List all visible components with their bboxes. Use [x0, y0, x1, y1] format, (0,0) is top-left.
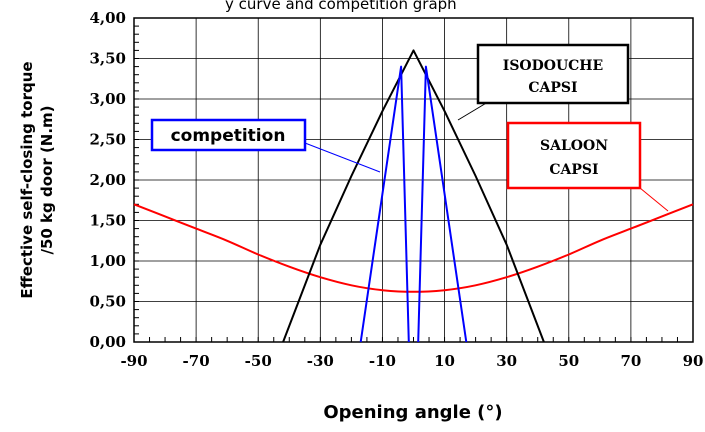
label-saloon-line-1: SALOON [540, 138, 608, 154]
x-tick-label: -70 [183, 352, 210, 370]
x-tick-label: 70 [620, 352, 641, 370]
y-tick-labels: 0,00 0,50 1,00 1,50 2,00 2,50 3,00 3,50 4,00 [89, 9, 126, 351]
y-tick-label: 3,00 [89, 90, 126, 108]
leader-competition [304, 142, 381, 173]
header-text: y curve and competition graph [225, 0, 457, 13]
y-tick-label: 0,50 [89, 293, 126, 311]
x-tick-label: 50 [558, 352, 579, 370]
leader-saloon [639, 187, 669, 212]
x-tick-label: 90 [683, 352, 704, 370]
plot-frame [133, 17, 694, 343]
y-axis-title: Effective self-closing torque /50 kg doo… [18, 61, 56, 298]
x-tick-label: -90 [120, 352, 147, 370]
label-saloon: SALOON CAPSI [506, 121, 669, 212]
x-tick-label: -30 [307, 352, 334, 370]
series-isodouche-capsi-line [282, 49, 545, 343]
y-tick-label: 0,00 [89, 333, 126, 351]
series-saloon-capsi-line [133, 203, 694, 293]
y-tick-label: 2,50 [89, 131, 126, 149]
box-isodouche [476, 43, 630, 105]
label-competition: competition [150, 118, 381, 173]
label-saloon-line-2: CAPSI [549, 162, 598, 178]
y-tick-label: 1,00 [89, 252, 126, 270]
x-tick-label: -10 [369, 352, 396, 370]
y-axis-title-line-1: Effective self-closing torque [18, 61, 36, 298]
label-competition-line-1: competition [171, 126, 286, 146]
label-isodouche-line-2: CAPSI [528, 80, 577, 96]
x-axis-title: Opening angle (°) [323, 402, 502, 423]
series-layer [133, 49, 694, 343]
x-tick-label: 10 [434, 352, 455, 370]
box-competition [150, 118, 307, 152]
y-tick-label: 1,50 [89, 212, 126, 230]
label-isodouche: ISODOUCHE CAPSI [457, 43, 630, 121]
y-tick-label: 3,50 [89, 50, 126, 68]
x-tick-label: -50 [245, 352, 272, 370]
leader-isodouche [457, 101, 489, 121]
y-tick-label: 4,00 [89, 9, 126, 27]
x-tick-labels: -90 -70 -50 -30 -10 10 30 50 70 90 [120, 352, 703, 370]
y-tick-label: 2,00 [89, 171, 126, 189]
label-isodouche-line-1: ISODOUCHE [503, 58, 603, 74]
series-competition-line [359, 65, 410, 343]
x-tick-label: 30 [496, 352, 517, 370]
box-saloon [506, 121, 642, 190]
y-axis-title-line-2: /50 kg door (N.m) [38, 105, 56, 254]
series-competition-line [417, 65, 468, 343]
